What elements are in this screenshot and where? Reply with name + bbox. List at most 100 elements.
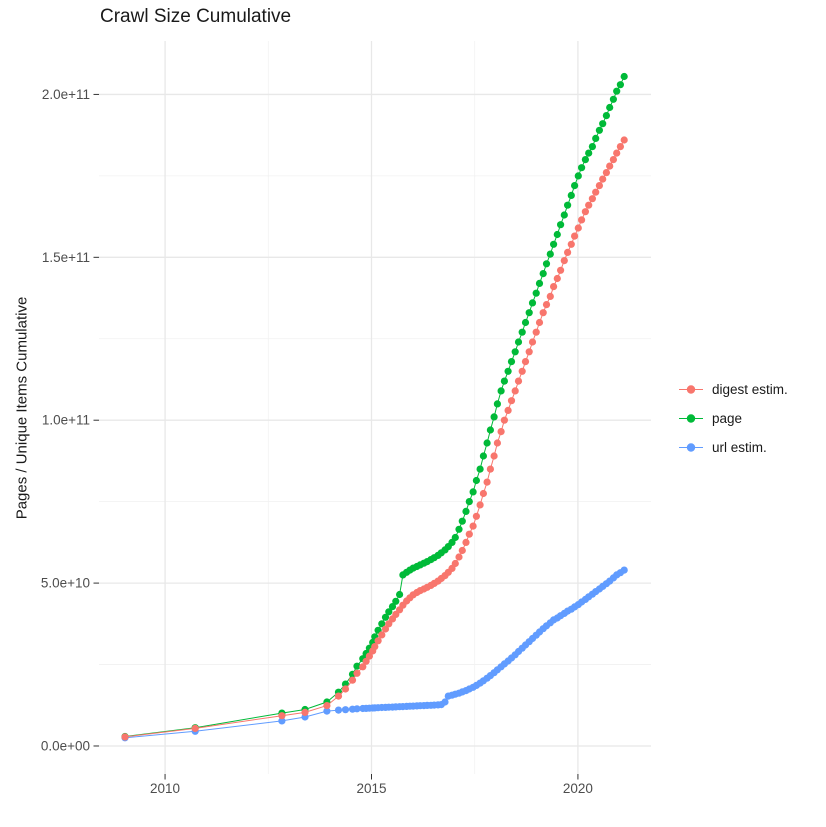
data-point [564,201,572,209]
data-point [606,162,614,170]
data-point [353,669,361,677]
chart-title: Crawl Size Cumulative [100,6,292,27]
data-point [525,348,533,356]
data-point [455,553,463,561]
data-point [535,318,544,327]
data-point [486,426,494,434]
data-point [362,657,370,665]
data-point [396,590,404,599]
data-point [592,134,600,142]
data-point [539,309,547,317]
data-point [497,428,505,436]
svg-text:2010: 2010 [150,781,180,796]
data-point [588,143,597,151]
data-point [490,413,498,421]
data-point [606,103,614,112]
data-point [334,706,343,714]
data-point [385,620,393,628]
data-point [381,613,390,621]
data-point [278,717,286,725]
data-point [557,221,565,229]
data-point [532,289,540,297]
legend-item-url-estim: url estim. [678,438,788,457]
data-point [595,126,604,134]
data-point [323,702,331,710]
data-point [518,367,526,375]
data-point [514,377,523,385]
data-point [341,706,350,714]
data-point [451,559,459,568]
data-point [557,266,565,274]
data-point [613,87,621,95]
data-point [602,112,611,120]
series-page [121,72,628,741]
data-point [567,191,575,199]
data-point [546,250,554,258]
svg-text:5.0e+10: 5.0e+10 [41,576,90,591]
data-point [476,465,484,473]
data-point [278,712,286,720]
data-point [564,248,572,256]
data-point [602,169,611,177]
data-point [121,733,129,741]
data-point [469,522,477,530]
data-point [521,318,530,327]
data-point [469,488,477,496]
data-point [521,358,530,366]
data-point [539,270,547,278]
data-point [581,208,590,216]
data-point [385,608,393,616]
data-point [609,156,618,164]
data-point [441,698,449,706]
data-point [609,95,618,103]
data-point [616,81,625,89]
legend-label-url-estim: url estim. [712,440,767,455]
data-point [323,707,331,715]
data-point [483,478,491,486]
data-point [359,663,367,671]
svg-text:1.0e+11: 1.0e+11 [42,413,90,428]
data-point [191,724,199,733]
data-point [378,631,386,639]
data-point [374,637,382,645]
data-point [550,240,558,248]
data-point [585,149,593,157]
data-point [472,476,480,485]
data-point [497,387,505,395]
data-point [334,692,343,700]
data-point [451,533,459,542]
data-point [574,172,582,180]
data-point [616,143,625,151]
data-point [571,182,579,190]
data-point [546,292,554,300]
data-point [490,452,498,460]
data-point [528,338,537,346]
data-point [542,260,551,268]
data-point [553,230,561,239]
data-point [458,517,466,525]
legend-label-page: page [712,411,743,426]
data-point [599,175,607,183]
y-tick-labels: 0.0e+00 5.0e+10 1.0e+11 1.5e+11 2.0e+11 [41,87,90,754]
legend-key-page-icon [679,414,703,423]
data-point [620,72,628,81]
data-point [381,625,390,633]
svg-text:2015: 2015 [356,781,386,796]
data-point [599,120,607,128]
data-point [518,328,526,336]
data-point [528,299,537,307]
data-point [458,546,466,555]
data-point [465,530,473,538]
data-point [532,328,540,336]
data-point [613,149,621,157]
data-point [588,195,597,203]
series-digest-estim [121,136,628,741]
data-point [553,274,561,283]
data-point [585,201,593,209]
data-point [507,358,516,366]
data-point [455,525,463,533]
data-point [511,348,519,356]
legend: digest estim. page url estim. [678,380,788,467]
